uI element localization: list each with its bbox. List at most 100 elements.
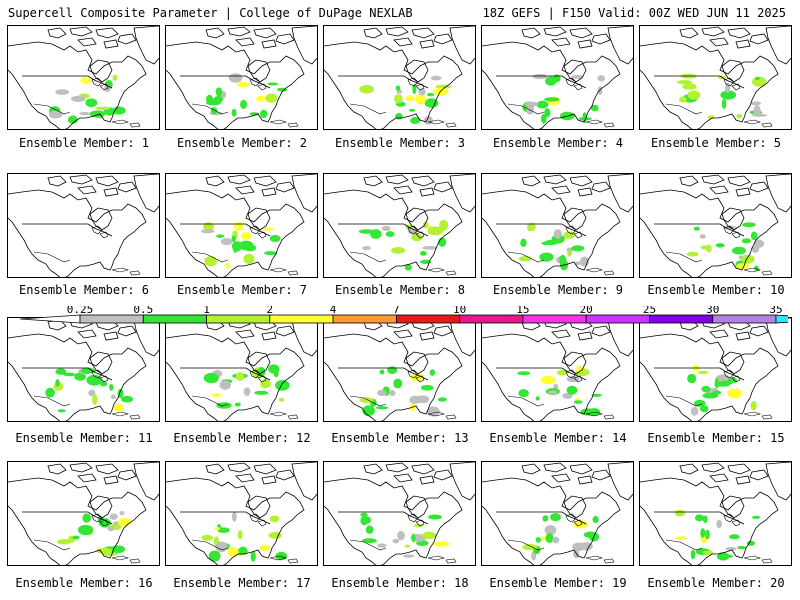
scp-contour-fill bbox=[200, 229, 215, 234]
scp-contour-fill bbox=[429, 369, 436, 376]
map-panel bbox=[481, 317, 634, 422]
colorbar-segment bbox=[142, 314, 207, 324]
scp-contour-fill bbox=[556, 369, 569, 376]
scp-contour-fill bbox=[359, 397, 374, 403]
scp-contour-fill bbox=[72, 535, 80, 540]
scp-contour-fill bbox=[690, 406, 699, 416]
colorbar-segment bbox=[269, 314, 334, 324]
scp-contour-fill bbox=[541, 241, 551, 246]
scp-contour-fill bbox=[736, 263, 750, 270]
colorbar-segment bbox=[19, 314, 81, 324]
scp-contour-fill bbox=[99, 381, 108, 387]
scp-contour-fill bbox=[437, 397, 447, 402]
map-panel bbox=[165, 461, 318, 566]
member-caption: Ensemble Member: 15 bbox=[647, 431, 785, 445]
scp-contour-fill bbox=[243, 253, 255, 265]
scp-contour-fill bbox=[55, 379, 60, 387]
scp-contour-fill bbox=[377, 543, 387, 548]
scp-contour-fill bbox=[244, 244, 257, 252]
scp-contour-fill bbox=[693, 226, 700, 231]
colorbar-segment bbox=[522, 314, 587, 324]
scp-contour-fill bbox=[85, 98, 98, 108]
colorbar-segment bbox=[712, 314, 777, 324]
scp-contour-fill bbox=[395, 113, 403, 120]
map-image bbox=[640, 318, 791, 421]
run-valid-time: 18Z GEFS | F150 Valid: 00Z WED JUN 11 20… bbox=[482, 6, 786, 20]
scp-contour-fill bbox=[260, 109, 268, 119]
scp-contour-fill bbox=[422, 221, 429, 229]
scp-contour-fill bbox=[740, 254, 755, 264]
scp-contour-fill bbox=[752, 515, 761, 520]
member-caption: Ensemble Member: 1 bbox=[18, 136, 150, 150]
scp-contour-fill bbox=[686, 251, 699, 257]
scp-contour-fill bbox=[427, 226, 444, 236]
scp-contour-fill bbox=[535, 396, 540, 401]
colorbar-tick-label: 2 bbox=[267, 306, 274, 316]
scp-contour-fill bbox=[753, 105, 761, 117]
scp-contour-fill bbox=[527, 222, 536, 232]
scp-contour-fill bbox=[705, 529, 710, 540]
scp-contour-fill bbox=[719, 554, 734, 559]
scp-contour-fill bbox=[240, 232, 252, 241]
map-panel bbox=[7, 317, 160, 422]
scp-contour-fill bbox=[231, 108, 237, 117]
map-image bbox=[640, 462, 791, 565]
member-caption: Ensemble Member: 16 bbox=[15, 576, 153, 590]
scp-contour-fill bbox=[422, 245, 438, 250]
scp-contour-fill bbox=[700, 528, 706, 538]
scp-contour-fill bbox=[74, 372, 87, 381]
member-caption: Ensemble Member: 7 bbox=[176, 283, 308, 297]
scp-contour-fill bbox=[426, 406, 440, 417]
scp-contour-fill bbox=[682, 83, 697, 90]
scp-contour-fill bbox=[81, 367, 95, 374]
scp-contour-fill bbox=[737, 545, 747, 550]
colorbar-tick-label: 0.25 bbox=[67, 306, 94, 316]
scp-contour-fill bbox=[404, 544, 410, 548]
map-panel bbox=[481, 25, 634, 130]
scp-contour-fill bbox=[233, 221, 244, 231]
map-image bbox=[8, 318, 159, 421]
map-panel bbox=[639, 461, 792, 566]
scp-contour-fill bbox=[235, 372, 245, 381]
colorbar-segment bbox=[775, 314, 788, 324]
scp-contour-fill bbox=[379, 369, 385, 375]
scp-contour-fill bbox=[111, 106, 126, 115]
scp-contour-fill bbox=[750, 231, 758, 241]
scp-contour-fill bbox=[269, 234, 281, 242]
map-image bbox=[166, 26, 317, 129]
scp-contour-fill bbox=[699, 405, 709, 413]
scp-contour-fill bbox=[702, 392, 719, 399]
scp-contour-fill bbox=[736, 113, 743, 119]
scp-contour-fill bbox=[676, 80, 693, 85]
member-caption: Ensemble Member: 12 bbox=[173, 431, 311, 445]
scp-contour-fill bbox=[727, 377, 738, 384]
member-caption: Ensemble Member: 10 bbox=[647, 283, 785, 297]
colorbar-tick-label: 7 bbox=[393, 306, 400, 316]
basemap-outline bbox=[640, 462, 791, 565]
basemap-outline bbox=[166, 318, 317, 421]
scp-contour-fill bbox=[430, 75, 442, 81]
scp-contour-fill bbox=[268, 532, 282, 539]
scp-contour-fill bbox=[395, 85, 401, 91]
colorbar-segment bbox=[79, 314, 144, 324]
map-panel bbox=[323, 461, 476, 566]
scp-contour-fill bbox=[201, 534, 213, 541]
scp-contour-fill bbox=[113, 403, 124, 412]
map-image bbox=[8, 174, 159, 277]
scp-contour-fill bbox=[571, 74, 584, 79]
colorbar-tick-label: 15 bbox=[516, 306, 529, 316]
basemap-outline bbox=[8, 462, 159, 565]
map-image bbox=[482, 462, 633, 565]
scp-contour-fill bbox=[690, 549, 696, 560]
scp-contour-fill bbox=[750, 401, 757, 411]
scp-contour-fill bbox=[361, 538, 377, 544]
colorbar-segment bbox=[649, 314, 714, 324]
scp-contour-fill bbox=[545, 76, 557, 86]
scp-contour-fill bbox=[751, 113, 768, 117]
scp-contour-fill bbox=[679, 96, 687, 103]
scp-contour-fill bbox=[107, 525, 115, 532]
scp-contour-fill bbox=[240, 99, 248, 110]
scp-contour-fill bbox=[750, 101, 762, 106]
colorbar-segment bbox=[585, 314, 650, 324]
scp-contour-fill bbox=[583, 531, 598, 538]
